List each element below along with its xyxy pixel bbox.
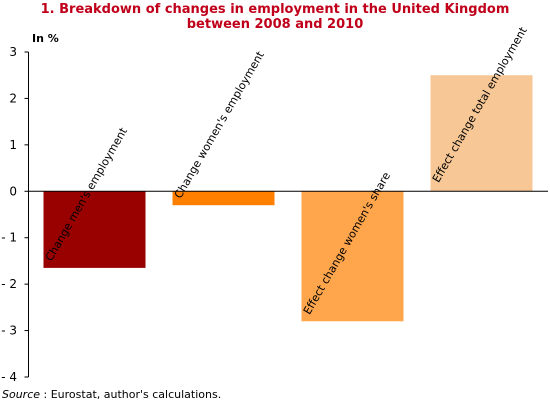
y-tick-label: - 1 [1, 231, 17, 245]
source-label: Source [2, 388, 41, 401]
bar-2 [172, 191, 275, 206]
y-tick-label: 2 [9, 91, 17, 105]
y-tick-label: - 4 [1, 370, 17, 384]
y-tick-label: - 2 [1, 277, 17, 291]
bar-3 [301, 191, 404, 322]
category-label: Change women's employment [172, 48, 267, 200]
y-axis-unit: In % [32, 32, 59, 45]
chart-title-line2: between 2008 and 2010 [186, 17, 364, 32]
y-tick-label: - 3 [1, 324, 17, 338]
chart-title: 1. Breakdown of changes in employment in… [0, 2, 550, 32]
chart-title-line1: 1. Breakdown of changes in employment in… [40, 2, 510, 17]
y-tick-label: 3 [9, 45, 17, 59]
bar-4 [430, 75, 533, 192]
source-text: : Eurostat, author's calculations. [40, 388, 222, 401]
bar-1 [43, 191, 146, 268]
source-note: Source : Eurostat, author's calculations… [2, 388, 221, 401]
y-tick-label: 0 [9, 184, 17, 198]
y-tick-label: 1 [9, 138, 17, 152]
